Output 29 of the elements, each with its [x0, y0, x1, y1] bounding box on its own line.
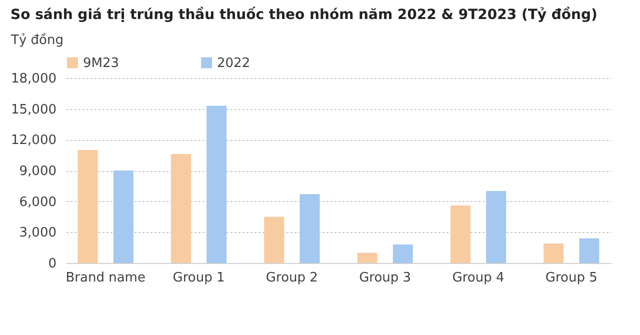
legend-label: 9M23: [83, 56, 120, 71]
bar: [206, 106, 227, 263]
x-tick-label: Group 2: [266, 270, 318, 286]
x-tick-label: Group 3: [359, 270, 412, 286]
x-tick-label: Group 4: [452, 270, 504, 286]
bar: [264, 216, 284, 263]
y-tick-label: 18,000: [11, 72, 56, 86]
bar: [357, 252, 378, 263]
y-tick-label: 9,000: [19, 164, 56, 179]
legend-label: 2022: [217, 56, 250, 71]
bar: [113, 170, 134, 263]
y-axis-title: Tỷ đồng: [10, 32, 64, 48]
y-tick-label: 12,000: [11, 133, 56, 148]
y-tick-label: 15,000: [11, 102, 56, 118]
chart-title: So sánh giá trị trúng thầu thuốc theo nhóm năm 2022 & 9T2023 (Tỷ đồng): [10, 6, 598, 23]
y-tick-label: 0: [48, 256, 56, 272]
bar: [579, 238, 600, 263]
bar: [300, 194, 320, 263]
x-tick-label: Brand name: [66, 270, 146, 286]
x-tick-label: Group 1: [172, 270, 225, 286]
y-tick-label: 3,000: [19, 226, 56, 241]
bar: [544, 243, 564, 263]
bar: [170, 154, 191, 263]
y-tick-label: 6,000: [19, 194, 56, 210]
bar: [486, 191, 506, 263]
bar: [450, 205, 470, 263]
bar: [78, 150, 98, 263]
bar: [392, 244, 413, 263]
x-tick-label: Group 5: [545, 270, 598, 286]
